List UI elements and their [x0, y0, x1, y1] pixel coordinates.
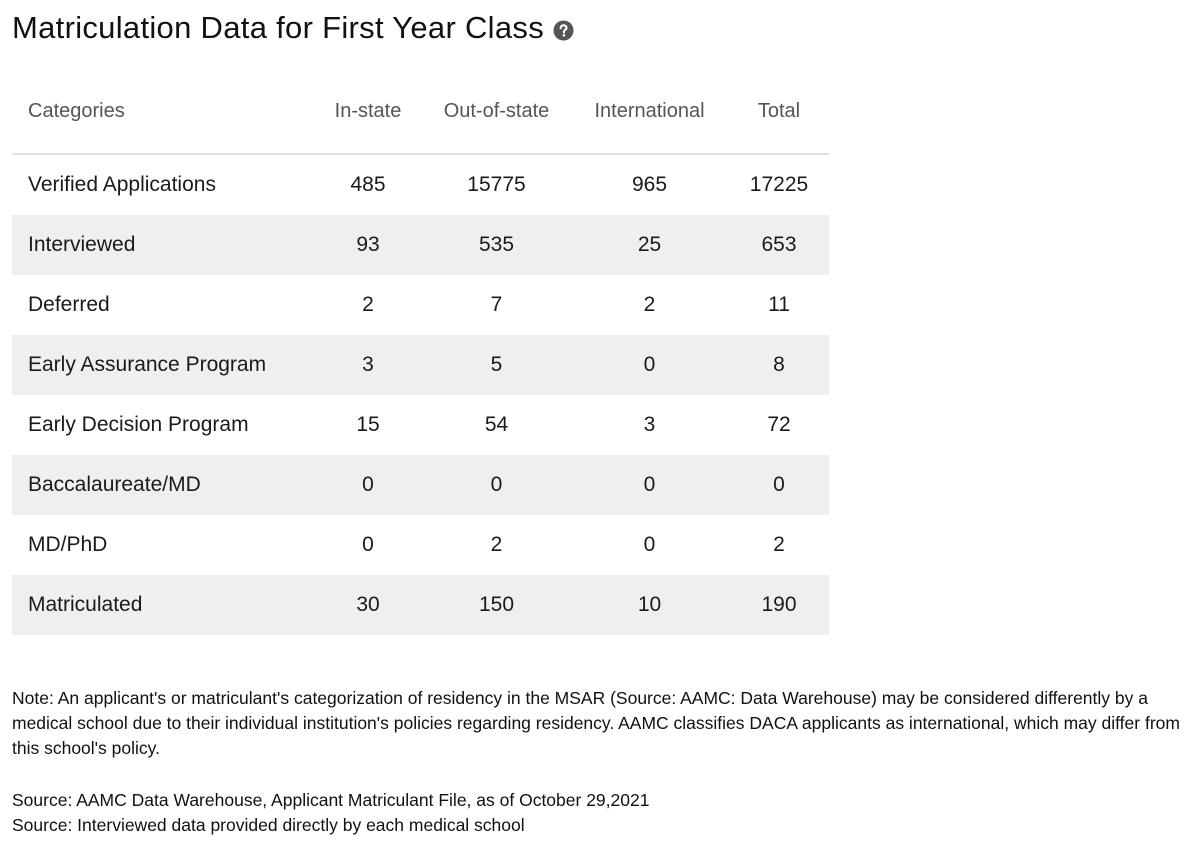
cell-international: 3	[643, 413, 656, 436]
column-header-categories: Categories	[12, 70, 313, 155]
cell-in-state: 15	[356, 413, 380, 436]
cell-out-of-state: 2	[490, 533, 503, 556]
note-text: Note: An applicant's or matriculant's ca…	[12, 688, 1180, 758]
cell-total: 72	[767, 413, 791, 436]
row-category: Early Assurance Program	[28, 353, 267, 376]
row-category: Early Decision Program	[28, 413, 249, 436]
matriculation-table: Categories In-state Out-of-state Interna…	[12, 70, 829, 635]
column-header-international: International	[570, 70, 729, 155]
source-line: Source: Interviewed data provided direct…	[12, 815, 525, 835]
page-title: Matriculation Data for First Year Class	[12, 10, 545, 45]
cell-total: 17225	[749, 173, 809, 196]
cell-in-state: 485	[350, 173, 386, 196]
title-row: Matriculation Data for First Year Class	[12, 10, 574, 46]
cell-international: 25	[637, 233, 662, 256]
cell-out-of-state: 7	[490, 293, 503, 316]
table-row: Verified Applications 485 15775 965 1722…	[12, 154, 829, 215]
cell-international: 0	[643, 353, 656, 376]
sources: Source: AAMC Data Warehouse, Applicant M…	[12, 788, 649, 838]
cell-out-of-state: 54	[484, 413, 509, 436]
table-row: Early Decision Program 15 54 3 72	[12, 395, 829, 455]
cell-total: 11	[768, 293, 790, 316]
column-header-in-state: In-state	[313, 70, 423, 155]
cell-total: 653	[761, 233, 797, 256]
cell-international: 10	[637, 593, 662, 616]
cell-total: 0	[773, 473, 785, 496]
cell-out-of-state: 15775	[467, 173, 526, 196]
row-category: Interviewed	[28, 233, 136, 256]
column-header-out-of-state: Out-of-state	[423, 70, 570, 155]
cell-in-state: 30	[356, 593, 380, 616]
table-header-row: Categories In-state Out-of-state Interna…	[12, 70, 829, 155]
table-row: Early Assurance Program 3 5 0 8	[12, 335, 829, 395]
cell-total: 8	[773, 353, 785, 376]
table-row: Interviewed 93 535 25 653	[12, 215, 829, 275]
cell-in-state: 93	[356, 233, 380, 256]
row-category: Deferred	[28, 293, 110, 316]
cell-in-state: 3	[362, 353, 374, 376]
cell-international: 0	[643, 533, 656, 556]
cell-international: 2	[643, 293, 656, 316]
residency-note: Note: An applicant's or matriculant's ca…	[12, 686, 1192, 761]
cell-out-of-state: 150	[478, 593, 515, 616]
cell-in-state: 0	[362, 533, 374, 556]
cell-in-state: 0	[362, 473, 374, 496]
table-row: Matriculated 30 150 10 190	[12, 575, 829, 635]
row-category: Verified Applications	[28, 173, 216, 196]
question-circle-icon[interactable]	[553, 20, 574, 41]
row-category: Baccalaureate/MD	[28, 473, 201, 496]
row-category: MD/PhD	[28, 533, 108, 556]
cell-international: 0	[643, 473, 656, 496]
table-row: Deferred 2 7 2 11	[12, 275, 829, 335]
cell-out-of-state: 535	[478, 233, 515, 256]
column-header-total: Total	[729, 70, 829, 155]
cell-international: 965	[631, 173, 668, 196]
cell-total: 190	[761, 593, 797, 616]
table-row: MD/PhD 0 2 0 2	[12, 515, 829, 575]
cell-total: 2	[773, 533, 785, 556]
cell-out-of-state: 5	[490, 353, 503, 376]
row-category: Matriculated	[28, 593, 143, 616]
cell-in-state: 2	[362, 293, 374, 316]
cell-out-of-state: 0	[490, 473, 503, 496]
source-line: Source: AAMC Data Warehouse, Applicant M…	[12, 790, 650, 810]
table-row: Baccalaureate/MD 0 0 0 0	[12, 455, 829, 515]
